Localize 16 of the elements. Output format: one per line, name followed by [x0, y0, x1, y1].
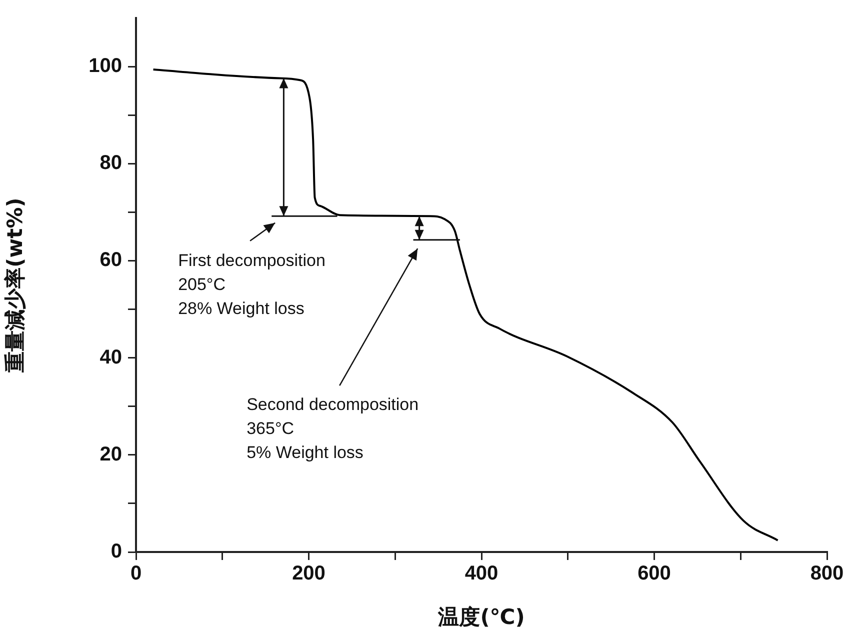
x-axis-title: 温度(℃)	[437, 604, 525, 629]
y-tick-label: 60	[100, 249, 122, 272]
y-tick-label: 100	[88, 55, 122, 78]
y-tick-label: 40	[100, 346, 122, 368]
annotation: First decomposition 205°C 28% Weight loss	[178, 250, 326, 320]
y-tick-label: 20	[100, 443, 122, 466]
line-series	[152, 68, 779, 542]
x-tick-label: 0	[130, 562, 142, 585]
y-tick-label: 80	[100, 152, 122, 174]
y-tick-label: 0	[110, 540, 122, 563]
x-tick-label: 800	[810, 562, 844, 585]
x-tick-label: 200	[292, 562, 326, 585]
x-tick-label: 400	[464, 562, 498, 585]
annotation: Second decomposition 365°C 5% Weight loss	[246, 394, 419, 464]
y-axis-title: 重量減少率(wt%)	[3, 198, 28, 374]
x-tick-label: 600	[638, 562, 671, 585]
